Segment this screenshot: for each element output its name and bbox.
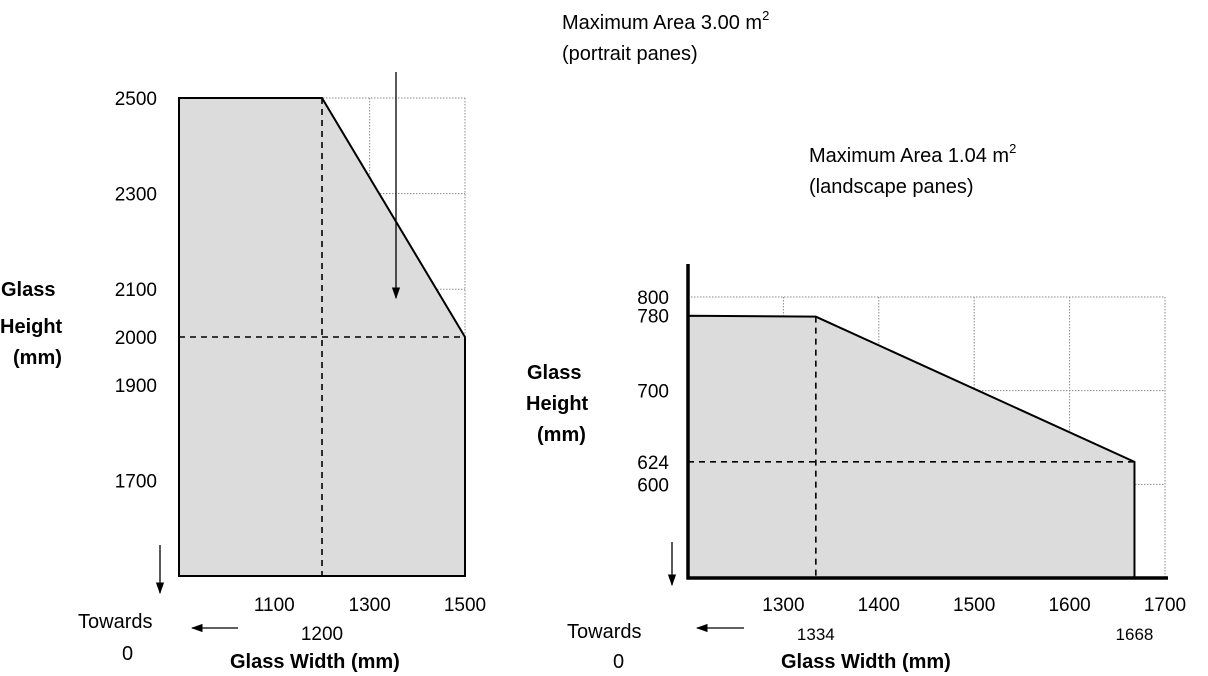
landscape-annotation-line2: (landscape panes): [809, 176, 974, 198]
landscape-xlabel: Glass Width (mm): [781, 651, 951, 673]
landscape-towards-text: Towards: [567, 621, 641, 643]
portrait-y-tick-1700: 1700: [115, 471, 157, 492]
portrait-annotation-line2: (portrait panes): [562, 43, 698, 65]
portrait-annotation-text: Maximum Area 3.00 m: [562, 12, 762, 34]
landscape-ylabel-2: Height: [526, 393, 589, 415]
landscape-ylabel-1: Glass: [527, 362, 581, 384]
landscape-x-ticks: 1300 1400 1500 1600 1700 1334 1668: [762, 595, 1186, 644]
portrait-y-ticks: 2500 2300 2100 2000 1900 1700: [115, 89, 157, 492]
portrait-ylabel-2: Height: [0, 316, 63, 338]
portrait-x-ref-tick-1200: 1200: [301, 624, 343, 645]
portrait-xlabel: Glass Width (mm): [230, 651, 400, 673]
portrait-towards-zero: 0: [122, 643, 133, 665]
portrait-y-tick-2500: 2500: [115, 89, 157, 110]
portrait-y-tick-2100: 2100: [115, 280, 157, 301]
portrait-y-tick-2000: 2000: [115, 328, 157, 349]
landscape-x-tick-1500: 1500: [953, 595, 995, 616]
landscape-towards-zero: 0: [613, 651, 624, 673]
landscape-y-tick-700: 700: [637, 382, 669, 403]
portrait-x-tick-1100: 1100: [254, 595, 295, 616]
portrait-ylabel-3: (mm): [13, 347, 62, 369]
landscape-y-tick-600: 600: [637, 475, 669, 496]
portrait-annotation-sup: 2: [762, 8, 769, 23]
landscape-x-tick-1700: 1700: [1144, 595, 1186, 616]
landscape-y-tick-800: 800: [637, 288, 669, 309]
landscape-y-tick-624: 624: [637, 453, 669, 474]
portrait-x-tick-1500: 1500: [444, 595, 486, 616]
portrait-annotation-line1: Maximum Area 3.00 m2: [562, 8, 769, 34]
portrait-ylabel-1: Glass: [1, 279, 55, 301]
landscape-annotation-line1: Maximum Area 1.04 m2: [809, 141, 1016, 167]
landscape-y-tick-780: 780: [637, 307, 669, 328]
portrait-y-tick-2300: 2300: [115, 185, 157, 206]
portrait-towards-text: Towards: [78, 611, 152, 633]
landscape-ylabel-3: (mm): [537, 424, 586, 446]
landscape-area-shape: [687, 314, 1136, 579]
portrait-chart: 2500 2300 2100 2000 1900 1700 1100 1300 1500 120…: [0, 8, 769, 673]
portrait-y-tick-1900: 1900: [115, 376, 157, 397]
landscape-x-tick-1300: 1300: [762, 595, 804, 616]
landscape-annotation-text: Maximum Area 1.04 m: [809, 145, 1009, 167]
portrait-x-tick-1300: 1300: [349, 595, 391, 616]
landscape-x-tick-1600: 1600: [1048, 595, 1090, 616]
landscape-x-tick-1400: 1400: [858, 595, 900, 616]
landscape-x-ref-tick-1334: 1334: [797, 625, 835, 644]
landscape-x-ref-tick-1668: 1668: [1116, 625, 1154, 644]
landscape-annotation-sup: 2: [1009, 141, 1016, 156]
portrait-x-ticks: 1100 1300 1500 1200: [254, 595, 486, 645]
